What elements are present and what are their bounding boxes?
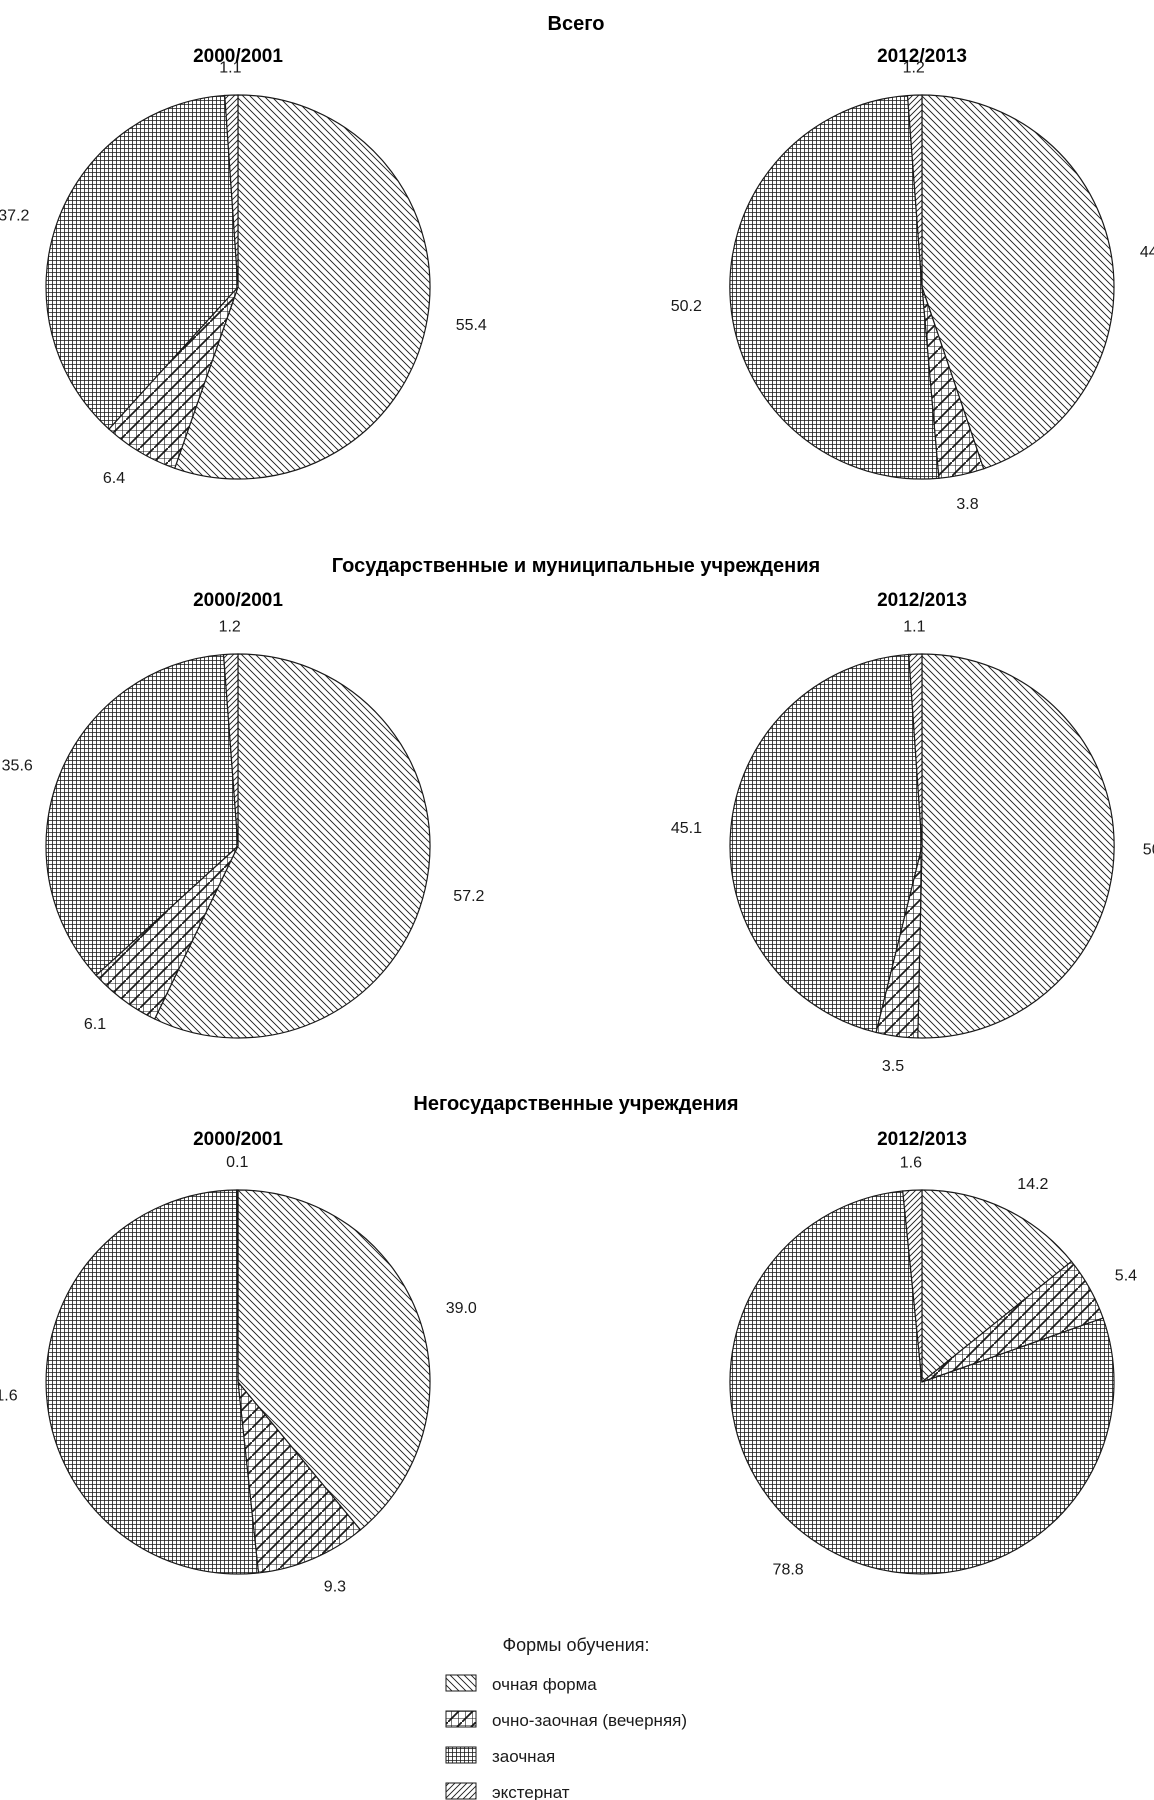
pie-slice-diag-back (917, 653, 1115, 1039)
pie-slice-diag-fwd (222, 653, 239, 847)
value-label: 51.6 (0, 1388, 18, 1405)
section-title-state: Государственные и муниципальные учрежден… (332, 555, 820, 577)
pie-slice-diag-fwd (236, 1189, 239, 1383)
legend-swatch-grid (445, 1746, 477, 1764)
value-label: 1.6 (900, 1155, 922, 1172)
value-label: 37.2 (0, 208, 30, 225)
pie-slice-diag-back (237, 1189, 431, 1531)
legend-title: Формы обучения: (502, 1635, 649, 1655)
pie-slice-diag-fwd (902, 1189, 923, 1383)
value-label: 9.3 (324, 1579, 346, 1596)
legend-swatch-diag-fwd (445, 1782, 477, 1800)
value-label: 1.1 (903, 618, 925, 635)
pie-chart-nonstate-2000: 39.0 9.3 51.6 0.1 (0, 1154, 477, 1595)
legend: Формы обучения: очная форма очно-заочная … (445, 1635, 687, 1800)
legend-items: очная форма очно-заочная (вечерняя) заочна… (445, 1674, 687, 1800)
value-label: 3.5 (882, 1058, 904, 1075)
pie-slice-grid (45, 94, 239, 430)
value-label: 0.1 (226, 1154, 248, 1171)
legend-label: очная форма (492, 1675, 597, 1694)
legend-swatch-diag-back (445, 1674, 477, 1692)
chart-title-total-2012: 2012/2013 (877, 46, 967, 67)
value-label: 14.2 (1017, 1176, 1048, 1193)
value-label: 44.8 (1140, 244, 1154, 261)
value-label: 45.1 (671, 820, 702, 837)
pie-slice-diag-back (921, 94, 1115, 470)
value-label: 3.8 (956, 496, 978, 513)
legend-label: экстернат (492, 1783, 570, 1800)
section-title-total: Всего (548, 13, 605, 35)
pie-chart-state-2012: 50.4 3.5 45.1 1.1 (671, 618, 1154, 1075)
value-label: 1.2 (903, 59, 925, 76)
pie-slice-diag-back (153, 653, 431, 1039)
chart-title-total-2000: 2000/2001 (193, 46, 283, 67)
pie-chart-state-2000: 57.2 6.1 35.6 1.2 (2, 618, 485, 1039)
pie-chart-total-2000: 55.4 6.4 37.2 1.1 (0, 59, 487, 487)
value-label: 55.4 (456, 317, 487, 334)
legend-label: очно-заочная (вечерняя) (492, 1711, 687, 1730)
value-label: 1.1 (219, 59, 241, 76)
value-label: 5.4 (1115, 1267, 1137, 1284)
chart-title-nonstate-2000: 2000/2001 (193, 1129, 283, 1150)
pie-slice-grid (729, 653, 923, 1034)
value-label: 6.1 (84, 1016, 106, 1033)
pie-slice-diag-back (921, 1189, 1073, 1384)
chart-title-state-2000: 2000/2001 (193, 590, 283, 611)
pie-slice-cross (237, 1380, 362, 1574)
value-label: 50.2 (671, 298, 702, 315)
section-title-nonstate: Негосударственные учреждения (413, 1093, 738, 1115)
pie-slice-grid (45, 1189, 260, 1575)
value-label: 35.6 (2, 758, 33, 775)
value-label: 57.2 (453, 888, 484, 905)
value-label: 50.4 (1143, 841, 1154, 858)
pie-slice-grid (729, 94, 940, 480)
pie-slice-grid (729, 1190, 1115, 1575)
legend-swatch-cross (445, 1710, 477, 1728)
pie-slice-diag-fwd (906, 94, 923, 288)
pie-chart-total-2012: 44.8 3.8 50.2 1.2 (671, 59, 1154, 513)
pie-slice-grid (45, 653, 239, 977)
value-label: 78.8 (773, 1561, 804, 1578)
value-label: 39.0 (446, 1300, 477, 1317)
pie-slice-diag-fwd (224, 94, 239, 288)
legend-label: заочная (492, 1747, 555, 1766)
pie-slice-diag-fwd (908, 653, 923, 847)
value-label: 6.4 (103, 470, 125, 487)
pie-chart-nonstate-2012: 14.2 5.4 78.8 1.6 (729, 1155, 1137, 1578)
chart-title-state-2012: 2012/2013 (877, 590, 967, 611)
value-label: 1.2 (219, 618, 241, 635)
chart-title-nonstate-2012: 2012/2013 (877, 1129, 967, 1150)
